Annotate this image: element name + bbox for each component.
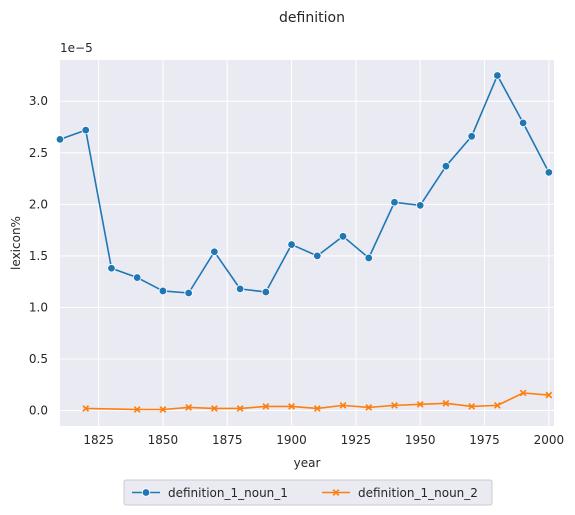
data-point xyxy=(416,201,425,210)
data-point xyxy=(339,401,347,409)
data-point xyxy=(416,400,424,408)
data-point xyxy=(467,132,476,141)
plot-background xyxy=(60,60,554,426)
data-point xyxy=(544,168,554,177)
data-point xyxy=(235,284,245,294)
data-point xyxy=(287,240,296,249)
series-1 xyxy=(55,71,554,298)
data-point xyxy=(107,264,116,273)
x-tick-label: 1950 xyxy=(405,433,436,447)
y-tick-label: 0.0 xyxy=(29,404,48,418)
data-point xyxy=(81,125,90,135)
y-tick-label: 1.5 xyxy=(29,249,48,263)
legend: definition_1_noun_1 definition_1_noun_2 xyxy=(123,479,493,506)
y-tick-label: 2.5 xyxy=(29,146,48,160)
x-tick-label: 1900 xyxy=(276,433,307,447)
data-point xyxy=(262,403,270,410)
plot-area xyxy=(55,60,554,426)
grid xyxy=(60,60,554,426)
y-axis-label: lexicon% xyxy=(9,216,23,270)
y-tick-label: 2.0 xyxy=(29,197,48,211)
data-point xyxy=(390,198,399,207)
y-scale-label: 1e−5 xyxy=(60,41,93,55)
legend-frame xyxy=(123,479,493,506)
y-tick-label: 1.0 xyxy=(29,300,48,314)
x-tick-label: 1875 xyxy=(212,433,243,447)
data-point xyxy=(493,71,502,80)
data-point xyxy=(519,389,527,397)
data-point xyxy=(210,405,218,412)
data-point xyxy=(132,273,142,282)
x-tick-label: 1825 xyxy=(83,433,114,447)
legend-entry: definition_1_noun_2 xyxy=(322,486,478,500)
series-line xyxy=(85,392,549,411)
data-point xyxy=(82,405,90,412)
legend-marker xyxy=(141,488,151,497)
x-axis-ticks: 1825 1850 1875 1900 1925 1950 1975 2000 xyxy=(83,433,564,447)
y-axis-ticks: 0.0 0.5 1.0 1.5 2.0 2.5 3.0 xyxy=(29,94,48,417)
data-point xyxy=(184,288,193,298)
chart-title: definition xyxy=(279,10,345,26)
data-point xyxy=(365,404,373,411)
data-point xyxy=(338,232,348,241)
data-point xyxy=(468,403,476,410)
legend-label: definition_1_noun_1 xyxy=(168,486,288,500)
data-point xyxy=(158,286,168,296)
data-point xyxy=(442,399,450,407)
series-layer xyxy=(55,71,554,413)
data-point xyxy=(391,401,398,409)
y-tick-label: 3.0 xyxy=(29,94,48,108)
data-point xyxy=(159,406,167,413)
data-point xyxy=(518,118,528,128)
data-point xyxy=(493,401,501,409)
data-point xyxy=(185,404,193,411)
y-tick-label: 0.5 xyxy=(29,352,48,366)
legend-marker xyxy=(332,489,340,496)
data-point xyxy=(441,161,451,171)
data-point xyxy=(210,247,219,256)
legend-label: definition_1_noun_2 xyxy=(358,486,478,500)
x-tick-label: 2000 xyxy=(534,433,565,447)
data-point xyxy=(545,391,553,399)
data-point xyxy=(261,287,271,297)
data-point xyxy=(55,135,65,144)
legend-entry: definition_1_noun_1 xyxy=(132,486,288,500)
x-axis-label: year xyxy=(294,456,321,470)
x-tick-label: 1850 xyxy=(148,433,179,447)
x-tick-label: 1925 xyxy=(341,433,372,447)
series-line xyxy=(59,74,550,294)
series-2 xyxy=(82,389,553,413)
data-point xyxy=(364,253,373,263)
data-point xyxy=(133,406,141,413)
data-point xyxy=(313,251,322,261)
data-point xyxy=(236,405,244,412)
data-point xyxy=(313,405,321,412)
x-tick-label: 1975 xyxy=(469,433,500,447)
data-point xyxy=(288,403,295,410)
